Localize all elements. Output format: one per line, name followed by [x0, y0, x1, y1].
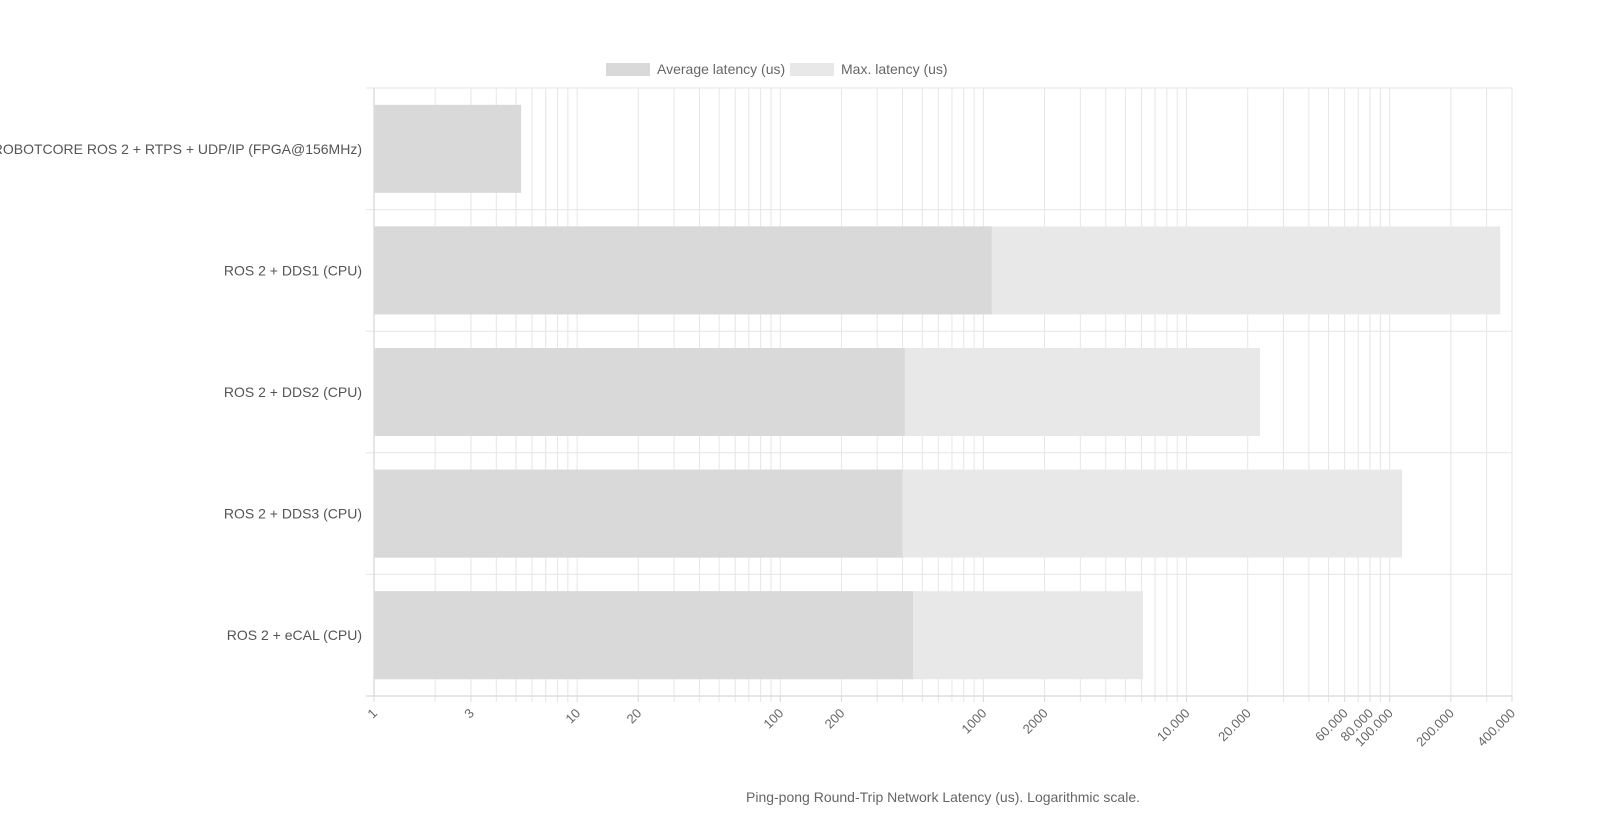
x-tick-label: 400.000 [1474, 706, 1518, 750]
x-tick-label: 10 [562, 706, 583, 727]
bar-average-latency [374, 104, 522, 193]
x-tick-label: 200.000 [1413, 706, 1457, 750]
bar-average-latency [374, 591, 913, 680]
x-tick-label: 20.000 [1215, 706, 1254, 745]
x-tick-label: 10.000 [1154, 706, 1193, 745]
x-axis-title: Ping-pong Round-Trip Network Latency (us… [746, 789, 1140, 805]
bar-average-latency [374, 226, 992, 315]
x-tick-label: 200 [822, 706, 848, 732]
bar-average-latency [374, 469, 903, 558]
category-label: ROBOTCORE ROS 2 + RTPS + UDP/IP (FPGA@15… [0, 141, 362, 157]
x-tick-label: 2000 [1020, 706, 1051, 737]
category-label: ROS 2 + DDS2 (CPU) [224, 384, 362, 400]
legend-swatch-average [606, 63, 650, 76]
legend: Average latency (us) Max. latency (us) [606, 61, 948, 77]
category-label: ROS 2 + DDS3 (CPU) [224, 506, 362, 522]
bars-layer [374, 104, 1501, 680]
legend-swatch-max [790, 63, 834, 76]
legend-label-max: Max. latency (us) [841, 61, 948, 77]
x-tick-label: 100 [760, 706, 786, 732]
x-tick-label: 1 [364, 706, 380, 722]
category-label: ROS 2 + eCAL (CPU) [227, 627, 362, 643]
x-tick-label: 3 [461, 706, 477, 722]
x-tick-label: 1000 [958, 706, 989, 737]
legend-label-average: Average latency (us) [657, 61, 785, 77]
bar-average-latency [374, 348, 905, 436]
category-label: ROS 2 + DDS1 (CPU) [224, 262, 362, 278]
x-tick-label: 20 [624, 706, 645, 727]
